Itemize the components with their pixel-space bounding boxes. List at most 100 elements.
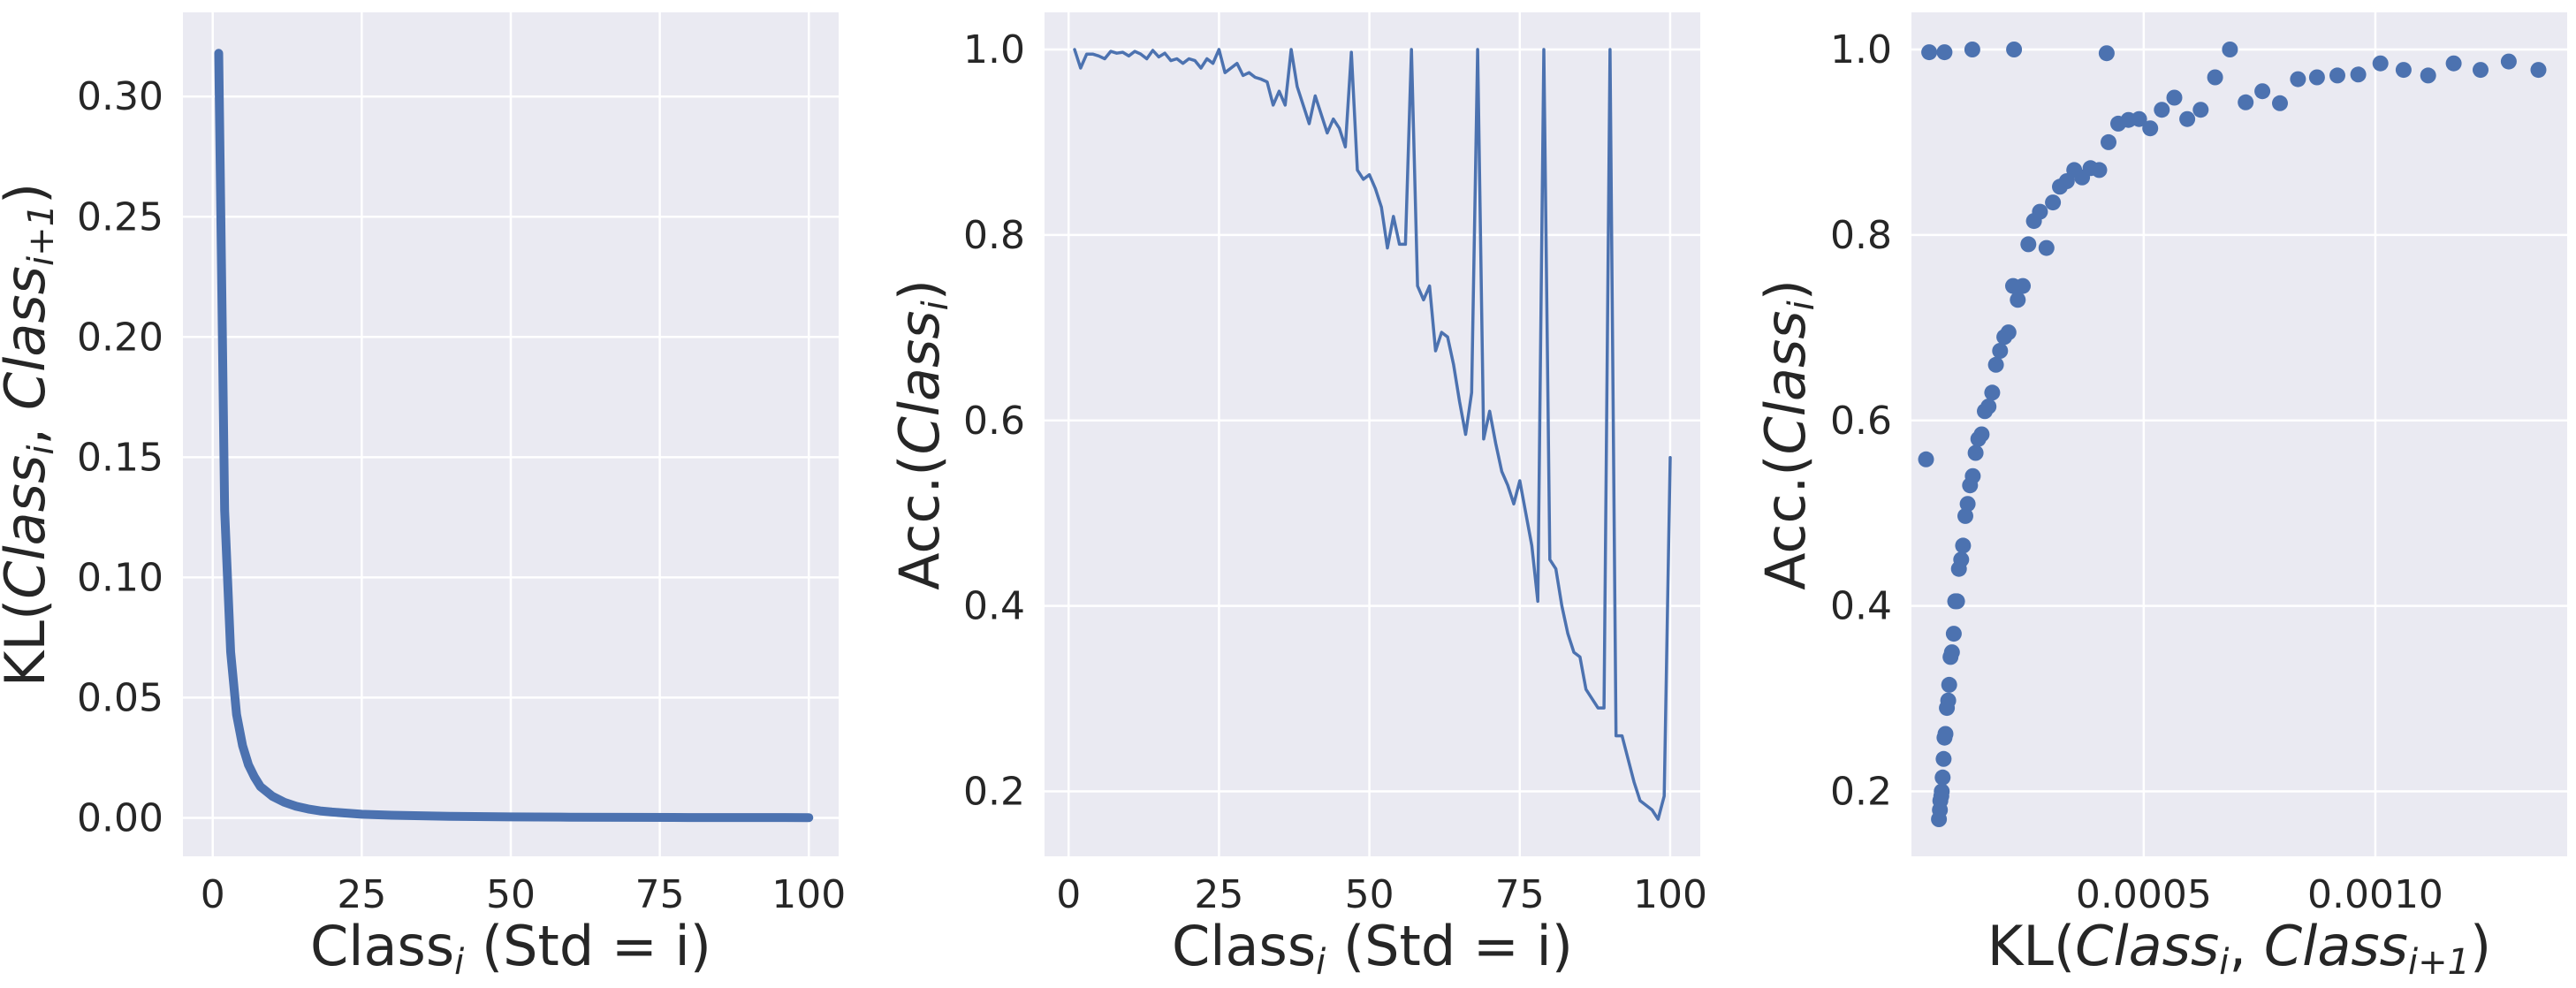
x-tick-label: 0 <box>1056 872 1081 917</box>
y-tick-label: 0.8 <box>963 213 1025 258</box>
scatter-point <box>2010 292 2026 308</box>
scatter-point <box>1964 467 1981 484</box>
scatter-point <box>1943 644 1960 661</box>
scatter-point <box>1921 44 1938 61</box>
y-tick-label: 0.05 <box>77 675 163 720</box>
y-axis-label: Acc.(Classi) <box>1753 279 1822 590</box>
scatter-point <box>2238 94 2254 110</box>
scatter-point <box>1953 551 1970 568</box>
scatter-point <box>1935 750 1952 767</box>
scatter-point <box>1964 42 1980 57</box>
y-tick-label: 0.4 <box>1830 584 1892 629</box>
scatter-point <box>2222 42 2238 57</box>
series-line <box>214 49 814 823</box>
x-tick-label: 0.0010 <box>2307 872 2443 917</box>
scatter-point <box>2350 66 2367 83</box>
plot-area <box>1911 12 2567 856</box>
panel-kl-vs-class: 0 25 50 75 100 0.00 0.05 0.10 0.15 0.20 0.25 0.30 C… <box>0 12 846 983</box>
scatter-point <box>2038 239 2055 256</box>
scatter-point <box>1936 44 1953 61</box>
scatter-point <box>1941 676 1957 693</box>
panel-acc-vs-kl: 0.0005 0.0010 0.2 0.4 0.6 0.8 1.0 KL(Classi, C… <box>1753 12 2567 983</box>
scatter-point <box>1918 451 1934 467</box>
y-tick-label: 0.10 <box>77 555 163 600</box>
scatter-point <box>1937 726 1954 742</box>
x-tick-label: 50 <box>1345 872 1394 917</box>
scatter-point <box>2166 89 2183 106</box>
scatter-point <box>1992 343 2009 359</box>
scatter-point <box>2142 120 2159 137</box>
scatter-point <box>1945 626 1962 642</box>
x-tick-label: 100 <box>1633 872 1707 917</box>
y-tick-label: 0.30 <box>77 74 163 119</box>
panel-acc-vs-class: 0 25 50 75 100 0.2 0.4 0.6 0.8 1.0 Classi (Std = … <box>887 12 1707 983</box>
data-marks <box>1918 42 2547 827</box>
scatter-point <box>2015 277 2031 294</box>
scatter-point <box>2372 55 2389 72</box>
y-axis-label: KL(Classi, Classi+1) <box>0 183 62 687</box>
x-axis-label: KL(Classi, Classi+1) <box>1987 914 2491 983</box>
scatter-point <box>1934 783 1950 800</box>
x-axis-label: Classi (Std = i) <box>1172 914 1573 983</box>
scatter-point <box>1967 445 1984 461</box>
scatter-point <box>2530 62 2547 79</box>
x-tick-label: 25 <box>1194 872 1243 917</box>
tick-labels: 0 25 50 75 100 0.00 0.05 0.10 0.15 0.20 0.25 0.30 <box>77 74 846 917</box>
x-tick-label: 75 <box>635 872 685 917</box>
scatter-point <box>2020 236 2037 253</box>
scatter-point <box>2329 67 2345 84</box>
scatter-point <box>2131 110 2147 127</box>
y-tick-label: 0.6 <box>1830 399 1892 444</box>
scatter-point <box>2101 133 2116 150</box>
x-tick-label: 100 <box>771 872 846 917</box>
scatter-point <box>2045 194 2062 211</box>
gridlines <box>183 12 839 856</box>
y-tick-label: 0.6 <box>963 399 1025 444</box>
scatter-point <box>2098 45 2115 62</box>
scatter-point <box>2179 110 2196 127</box>
scatter-point <box>2091 162 2108 179</box>
scatter-point <box>1955 537 1972 554</box>
scatter-point <box>1934 769 1951 786</box>
data-marks <box>1073 48 1672 821</box>
y-tick-label: 1.0 <box>963 27 1025 72</box>
scatter-point <box>2420 67 2436 84</box>
scatter-point <box>1959 496 1976 513</box>
scatter-point <box>2500 53 2517 70</box>
scatter-point <box>2207 69 2223 86</box>
scatter-point <box>1984 384 2001 401</box>
scatter-point <box>2000 324 2017 341</box>
scatter-point <box>1973 426 1990 443</box>
scatter-point <box>1940 692 1957 709</box>
scatter-point <box>2290 71 2306 87</box>
series-line <box>1073 48 1672 821</box>
y-tick-label: 0.25 <box>77 194 163 239</box>
scatter-point <box>2473 62 2489 79</box>
scatter-point <box>1957 507 1973 524</box>
y-tick-label: 0.2 <box>963 770 1025 815</box>
x-tick-label: 25 <box>337 872 386 917</box>
y-tick-label: 0.8 <box>1830 213 1892 258</box>
y-tick-label: 0.4 <box>963 584 1025 629</box>
y-tick-label: 0.20 <box>77 315 163 360</box>
y-tick-label: 0.00 <box>77 795 163 840</box>
scatter-point <box>2395 62 2412 79</box>
scatter-point <box>1987 356 2004 373</box>
scatter-point <box>2192 102 2209 118</box>
y-tick-label: 1.0 <box>1830 27 1892 72</box>
y-tick-label: 0.2 <box>1830 770 1892 815</box>
scatter-point <box>2006 42 2023 57</box>
y-axis-label: Acc.(Classi) <box>887 279 956 590</box>
scatter-point <box>1980 399 1997 414</box>
x-tick-label: 0.0005 <box>2076 872 2212 917</box>
x-tick-label: 75 <box>1495 872 1545 917</box>
plot-area <box>1045 12 1700 856</box>
scatter-point <box>2154 102 2170 118</box>
x-tick-label: 50 <box>486 872 536 917</box>
scatter-point <box>2272 95 2288 111</box>
x-axis-label: Classi (Std = i) <box>310 914 711 983</box>
scatter-point <box>2445 55 2462 72</box>
data-marks <box>214 49 814 823</box>
y-tick-label: 0.15 <box>77 435 163 480</box>
x-tick-label: 0 <box>201 872 225 917</box>
